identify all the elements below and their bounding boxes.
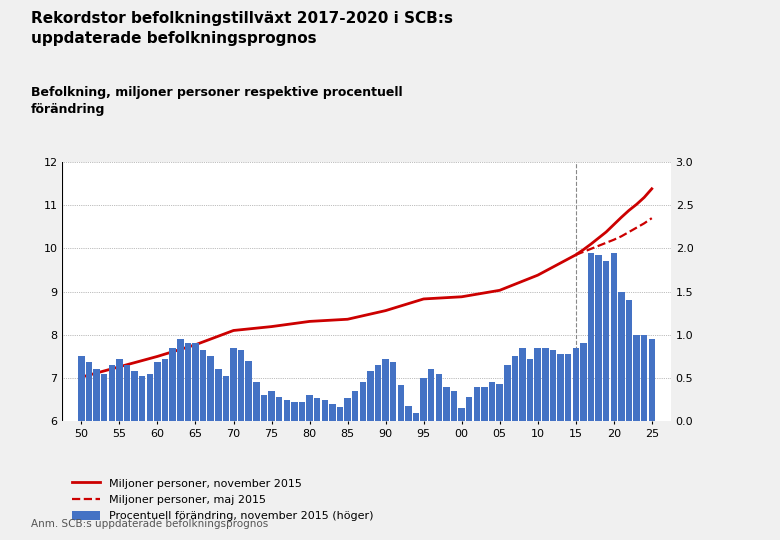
Bar [161, 359, 168, 421]
Bar [147, 374, 153, 421]
Text: Rekordstor befolkningstillväxt 2017-2020 i SCB:s
uppdaterade befolkningsprognos: Rekordstor befolkningstillväxt 2017-2020… [31, 11, 453, 45]
Bar [633, 335, 640, 421]
Bar [390, 362, 396, 421]
Bar [405, 406, 412, 421]
Bar [276, 397, 282, 421]
Bar [526, 359, 534, 421]
Bar [124, 365, 130, 421]
Bar [565, 354, 572, 421]
Bar [246, 361, 252, 421]
Bar [648, 339, 655, 421]
Bar [337, 407, 343, 421]
Bar [542, 348, 548, 421]
Bar [307, 395, 313, 421]
Bar [435, 374, 442, 421]
Bar [352, 391, 359, 421]
Bar [101, 374, 108, 421]
Bar [618, 292, 625, 421]
Bar [557, 354, 564, 421]
Bar [420, 378, 427, 421]
Bar [261, 395, 268, 421]
Bar [238, 350, 244, 421]
Bar [512, 356, 518, 421]
Bar [230, 348, 237, 421]
Bar [367, 371, 374, 421]
Bar [504, 365, 511, 421]
Bar [154, 362, 161, 421]
Bar [291, 402, 298, 421]
Bar [78, 356, 85, 421]
Bar [603, 261, 609, 421]
Bar [329, 404, 335, 421]
Bar [580, 343, 587, 421]
Bar [177, 339, 183, 421]
Text: Anm. SCB:s uppdaterade befolkningsprognos: Anm. SCB:s uppdaterade befolkningsprogno… [31, 519, 268, 529]
Bar [550, 350, 556, 421]
Bar [428, 369, 434, 421]
Bar [94, 369, 100, 421]
Legend: Miljoner personer, november 2015, Miljoner personer, maj 2015, Procentuell förän: Miljoner personer, november 2015, Miljon… [68, 474, 378, 526]
Bar [481, 387, 488, 421]
Bar [489, 382, 495, 421]
Bar [222, 376, 229, 421]
Bar [641, 335, 647, 421]
Bar [314, 398, 321, 421]
Bar [283, 400, 290, 421]
Bar [215, 369, 222, 421]
Bar [185, 343, 191, 421]
Bar [108, 365, 115, 421]
Bar [611, 253, 617, 421]
Bar [595, 255, 602, 421]
Bar [321, 400, 328, 421]
Bar [374, 365, 381, 421]
Bar [139, 376, 146, 421]
Bar [459, 408, 465, 421]
Bar [473, 387, 480, 421]
Bar [200, 350, 207, 421]
Bar [382, 359, 389, 421]
Bar [443, 387, 450, 421]
Bar [253, 382, 260, 421]
Bar [131, 371, 138, 421]
Bar [360, 382, 366, 421]
Bar [466, 397, 473, 421]
Bar [573, 348, 579, 421]
Bar [626, 300, 633, 421]
Bar [344, 398, 351, 421]
Bar [207, 356, 214, 421]
Bar [534, 348, 541, 421]
Bar [268, 391, 275, 421]
Bar [169, 348, 176, 421]
Text: Befolkning, miljoner personer respektive procentuell
förändring: Befolkning, miljoner personer respektive… [31, 86, 402, 117]
Bar [451, 391, 457, 421]
Bar [519, 348, 526, 421]
Bar [398, 385, 404, 421]
Bar [496, 384, 503, 421]
Bar [413, 413, 420, 421]
Bar [299, 402, 305, 421]
Bar [192, 343, 199, 421]
Bar [587, 253, 594, 421]
Bar [116, 359, 122, 421]
Bar [86, 362, 92, 421]
